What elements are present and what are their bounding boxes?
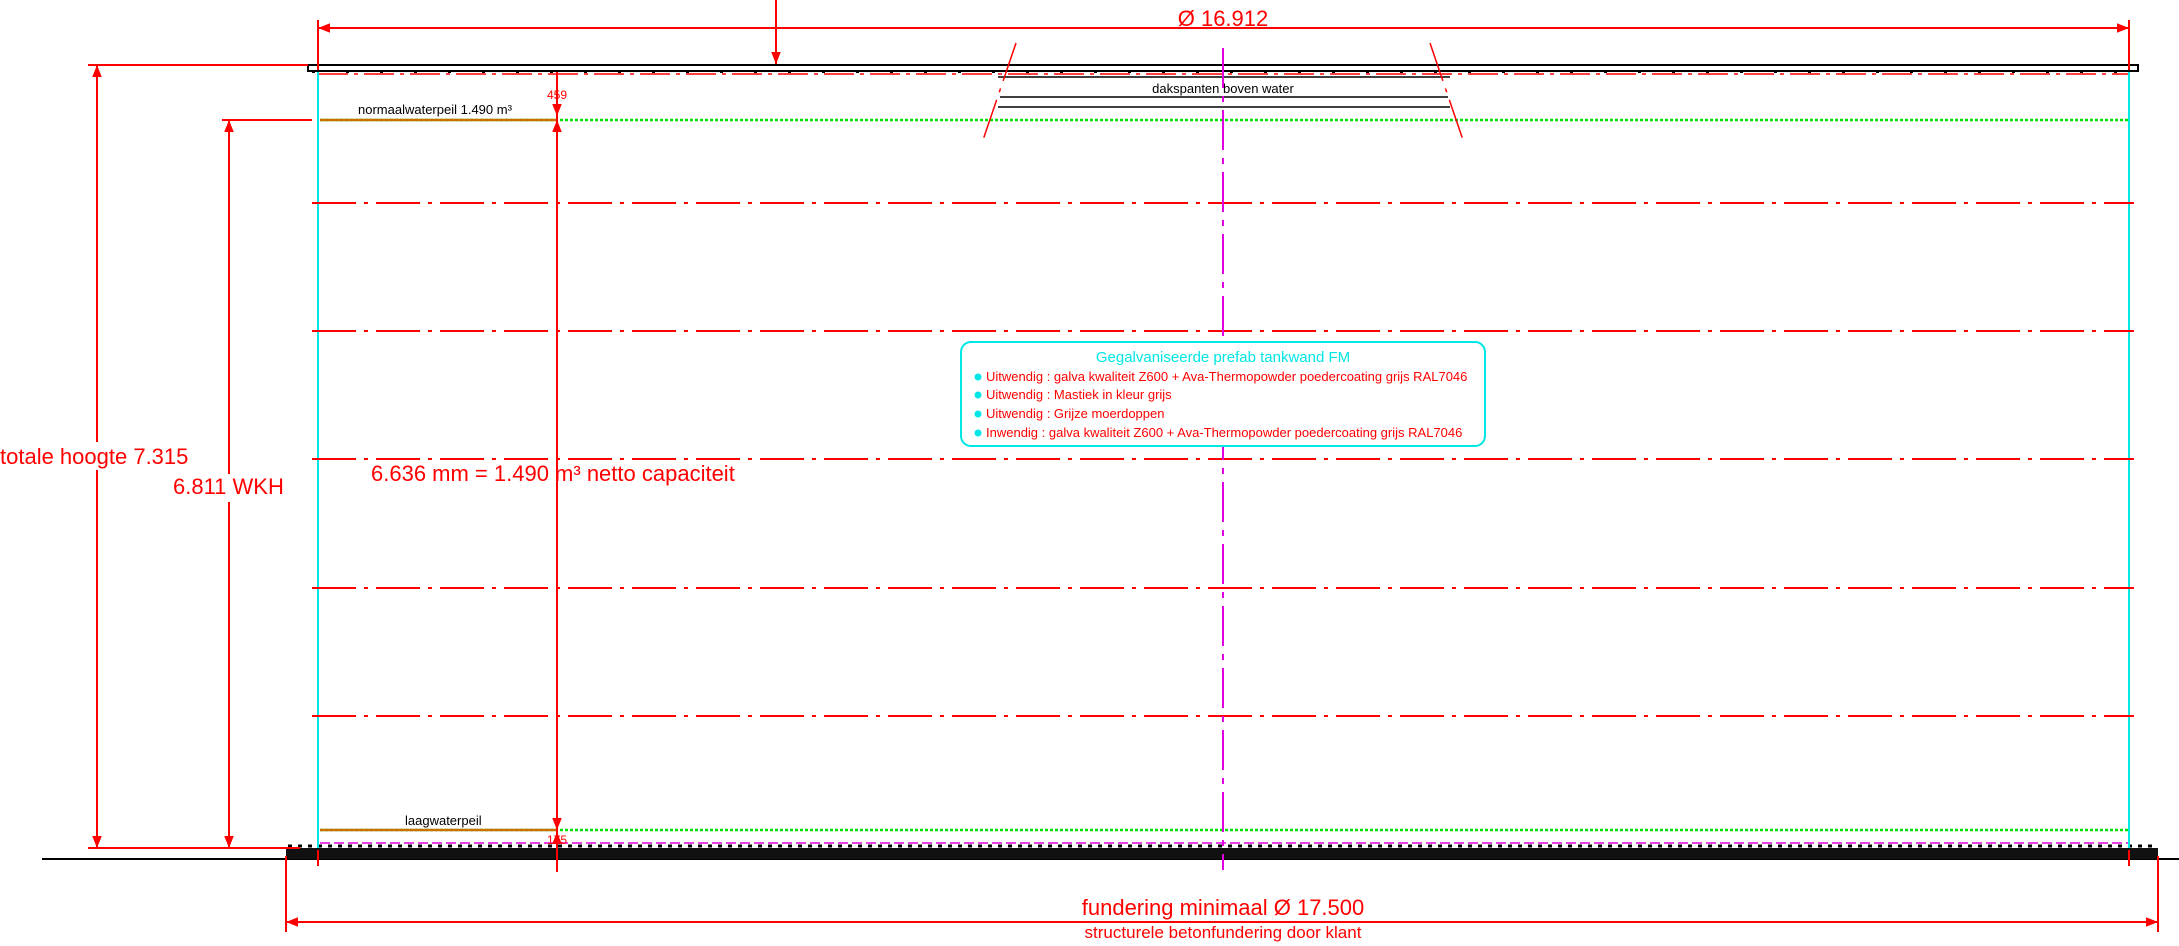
foundation-note: structurele betonfundering door klant [1085, 923, 1362, 942]
foundation-text: fundering minimaal Ø 17.500 [1082, 895, 1365, 920]
total-height-text: totale hoogte 7.315 [0, 444, 188, 469]
callout-item: Uitwendig : Grijze moerdoppen [986, 406, 1164, 421]
top-diameter-dimension [317, 0, 2130, 70]
rafter-break-left [981, 42, 1017, 144]
bottom-offset-text: 175 [547, 833, 567, 847]
rafter-break-right [1429, 42, 1465, 144]
wkh-text: 6.811 WKH [173, 474, 284, 499]
rafters-label: dakspanten boven water [1152, 81, 1294, 96]
callout-bullet [974, 429, 982, 437]
net-capacity-text: 6.636 mm = 1.490 m³ netto capaciteit [371, 461, 735, 486]
callout-title: Gegalvaniseerde prefab tankwand FM [1096, 349, 1350, 366]
foundation-dimension [285, 850, 2159, 932]
callout-item: Uitwendig : Mastiek in kleur grijs [986, 387, 1172, 402]
callout-item: Uitwendig : galva kwaliteit Z600 + Ava-T… [986, 369, 1467, 384]
top-diameter-text: Ø 16.912 [1178, 6, 1269, 31]
top-offset-text: 459 [547, 88, 567, 102]
coating-callout: Gegalvaniseerde prefab tankwand FM Uitwe… [960, 341, 1486, 447]
callout-bullet [974, 373, 982, 381]
normal-water-label: normaalwaterpeil 1.490 m³ [358, 102, 513, 117]
low-water-label: laagwaterpeil [405, 813, 482, 828]
foundation-slab [286, 848, 2158, 859]
callout-bullet [974, 410, 982, 418]
callout-bullet [974, 391, 982, 399]
callout-item: Inwendig : galva kwaliteit Z600 + Ava-Th… [986, 425, 1462, 440]
